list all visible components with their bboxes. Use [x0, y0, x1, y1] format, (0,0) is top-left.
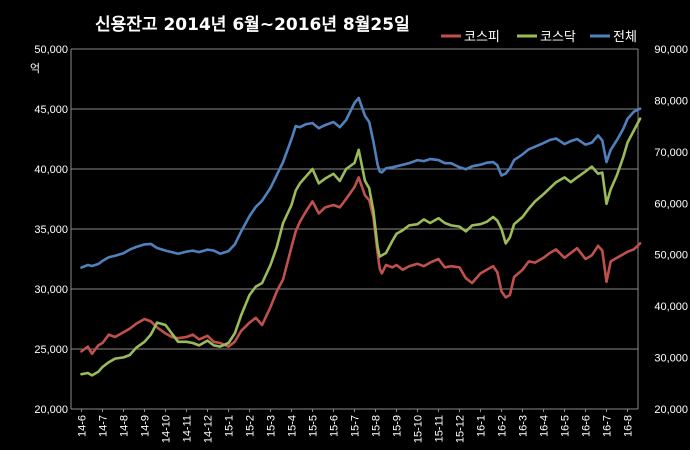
x-tick-label: 14-10 [161, 415, 173, 443]
x-tick-label: 15-6 [329, 415, 341, 437]
x-tick-label: 14-12 [203, 415, 215, 443]
x-tick-label: 16-1 [476, 415, 488, 437]
legend-label: 코스닥 [540, 30, 576, 45]
x-tick-label: 14-7 [98, 415, 110, 437]
x-axis-ticks: 14-6 14-7 14-8 14-9 14-10 14-11 14-12 15-1 15-2 1… [77, 409, 635, 443]
left-tick-label: 45,000 [34, 104, 68, 116]
x-tick-label: 15-5 [308, 415, 320, 437]
x-tick-label: 16-4 [539, 415, 551, 437]
left-tick-label: 40,000 [34, 164, 68, 176]
left-tick-label: 35,000 [34, 224, 68, 236]
x-tick-label: 15-8 [371, 415, 383, 437]
right-tick-label: 70,000 [654, 147, 688, 159]
x-tick-label: 15-1 [224, 415, 236, 437]
gridlines [70, 48, 639, 410]
right-tick-label: 80,000 [654, 95, 688, 107]
x-tick-label: 16-5 [560, 415, 572, 437]
x-tick-label: 15-10 [413, 415, 425, 443]
left-tick-label: 30,000 [34, 284, 68, 296]
left-axis-ticks: 20,000 25,000 30,000 35,000 40,000 45,000 50,0… [34, 44, 68, 416]
x-tick-label: 14-9 [140, 415, 152, 437]
right-tick-label: 60,000 [654, 198, 688, 210]
x-tick-label: 14-8 [119, 415, 131, 437]
x-tick-label: 15-2 [245, 415, 257, 437]
right-tick-label: 40,000 [654, 301, 688, 313]
left-tick-label: 25,000 [34, 344, 68, 356]
x-tick-label: 16-6 [581, 415, 593, 437]
left-axis-unit-label: 억 [30, 62, 40, 75]
series-line-right-전체 [80, 96, 642, 269]
series-lines [80, 96, 642, 377]
right-tick-label: 90,000 [654, 44, 688, 56]
x-tick-label: 14-11 [182, 415, 194, 442]
right-tick-label: 30,000 [654, 353, 688, 365]
right-axis-ticks: 20,000 30,000 40,000 50,000 60,000 70,000 80,0… [654, 44, 688, 416]
x-tick-label: 16-7 [602, 415, 614, 437]
x-tick-label: 14-6 [77, 415, 89, 437]
legend-label: 전체 [613, 30, 637, 45]
left-tick-label: 50,000 [34, 44, 68, 56]
legend-label: 코스피 [464, 30, 500, 45]
x-tick-label: 15-4 [287, 415, 299, 437]
chart-title: 신용잔고 2014년 6월~2016년 8월25일 [95, 15, 410, 35]
left-tick-label: 20,000 [34, 404, 68, 416]
x-tick-label: 15-12 [455, 415, 467, 443]
x-tick-label: 15-3 [266, 415, 278, 437]
x-tick-label: 16-2 [497, 415, 509, 437]
right-tick-label: 50,000 [654, 250, 688, 262]
legend: 코스피 코스닥 전체 [441, 30, 637, 45]
series-line-left-코스닥 [80, 117, 642, 377]
x-tick-label: 15-9 [392, 415, 404, 437]
x-tick-label: 16-3 [518, 415, 530, 437]
right-tick-label: 20,000 [654, 404, 688, 416]
x-tick-label: 15-11 [434, 415, 446, 442]
x-tick-label: 15-7 [350, 415, 362, 437]
x-tick-label: 16-8 [623, 415, 635, 437]
